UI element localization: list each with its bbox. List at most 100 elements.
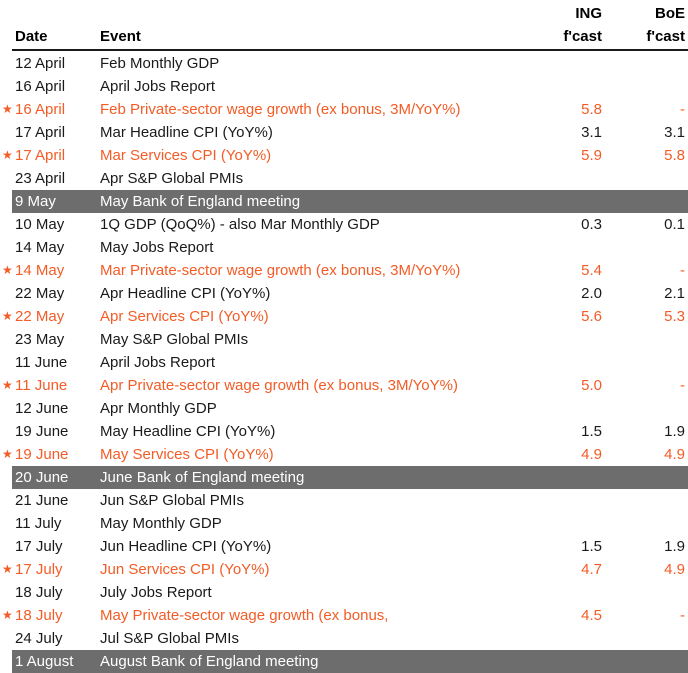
header-divider	[12, 49, 688, 51]
table-row: 12 June Apr Monthly GDP	[0, 397, 688, 420]
boe-forecast-cell: 1.9	[664, 538, 685, 555]
event-cell: Jul S&P Global PMIs	[100, 630, 239, 647]
meeting-row: 20 June June Bank of England meeting	[0, 466, 688, 489]
date-cell: 17 July	[15, 538, 63, 555]
date-cell: 22 May	[15, 308, 65, 325]
star-icon: ★	[2, 102, 13, 116]
table-row: ★ 14 May Mar Private-sector wage growth (e…	[0, 259, 688, 282]
ing-forecast-cell: 5.0	[581, 377, 602, 394]
date-cell: 14 May	[15, 239, 65, 256]
date-cell: 11 June	[15, 354, 68, 371]
table-row: ★ 22 May Apr Services CPI (YoY%) 5.6 5.3	[0, 305, 688, 328]
boe-forecast-cell: 4.9	[664, 561, 685, 578]
ing-forecast-cell: 2.0	[581, 285, 602, 302]
boe-column-header-bottom: f'cast	[646, 28, 685, 45]
date-cell: 9 May	[15, 193, 56, 210]
ing-column-header-top: ING	[575, 5, 602, 22]
boe-forecast-cell: 5.3	[664, 308, 685, 325]
boe-column-header-top: BoE	[655, 5, 685, 22]
star-icon: ★	[2, 562, 13, 576]
date-cell: 17 April	[15, 124, 66, 141]
table-row: 18 July July Jobs Report	[0, 581, 688, 604]
event-cell: Feb Private-sector wage growth (ex bonus…	[100, 101, 461, 118]
event-cell: Apr Monthly GDP	[100, 400, 217, 417]
star-icon: ★	[2, 608, 13, 622]
date-column-header: Date	[15, 28, 48, 45]
table-row: 17 July Jun Headline CPI (YoY%) 1.5 1.9	[0, 535, 688, 558]
table-row: 21 June Jun S&P Global PMIs	[0, 489, 688, 512]
ing-forecast-cell: 5.9	[581, 147, 602, 164]
table-row: 23 April Apr S&P Global PMIs	[0, 167, 688, 190]
event-cell: May S&P Global PMIs	[100, 331, 249, 348]
boe-forecast-cell: -	[680, 377, 685, 394]
boe-forecast-cell: 3.1	[664, 124, 685, 141]
ing-forecast-cell: 4.7	[581, 561, 602, 578]
table-row: 23 May May S&P Global PMIs	[0, 328, 688, 351]
event-cell: August Bank of England meeting	[100, 653, 319, 670]
table-body: 12 April Feb Monthly GDP 16 April April Job…	[0, 52, 688, 673]
table-row: 17 April Mar Headline CPI (YoY%) 3.1 3.1	[0, 121, 688, 144]
date-cell: 12 June	[15, 400, 69, 417]
event-cell: July Jobs Report	[100, 584, 212, 601]
meeting-row: 9 May May Bank of England meeting	[0, 190, 688, 213]
table-row: ★ 11 June Apr Private-sector wage growth (…	[0, 374, 688, 397]
date-cell: 1 August	[15, 653, 74, 670]
date-cell: 19 June	[15, 423, 69, 440]
date-cell: 19 June	[15, 446, 69, 463]
date-cell: 21 June	[15, 492, 69, 509]
ing-forecast-cell: 0.3	[581, 216, 602, 233]
event-cell: May Private-sector wage growth (ex bonus…	[100, 607, 389, 624]
event-cell: Jun Services CPI (YoY%)	[100, 561, 270, 578]
date-cell: 16 April	[15, 101, 66, 118]
table-row: 12 April Feb Monthly GDP	[0, 52, 688, 75]
table-row: 24 July Jul S&P Global PMIs	[0, 627, 688, 650]
event-cell: May Headline CPI (YoY%)	[100, 423, 276, 440]
star-icon: ★	[2, 378, 13, 392]
date-cell: 17 April	[15, 147, 66, 164]
event-cell: May Jobs Report	[100, 239, 214, 256]
date-cell: 22 May	[15, 285, 65, 302]
date-cell: 23 April	[15, 170, 66, 187]
table-header-row-bottom: Date Event f'cast f'cast	[0, 25, 688, 48]
star-icon: ★	[2, 447, 13, 461]
event-cell: 1Q GDP (QoQ%) - also Mar Monthly GDP	[100, 216, 380, 233]
table-row: 11 June April Jobs Report	[0, 351, 688, 374]
table-row: 22 May Apr Headline CPI (YoY%) 2.0 2.1	[0, 282, 688, 305]
event-cell: Apr Headline CPI (YoY%)	[100, 285, 271, 302]
table-row: 16 April April Jobs Report	[0, 75, 688, 98]
date-cell: 10 May	[15, 216, 65, 233]
event-cell: April Jobs Report	[100, 78, 216, 95]
table-row: 10 May 1Q GDP (QoQ%) - also Mar Monthly G…	[0, 213, 688, 236]
date-cell: 17 July	[15, 561, 63, 578]
ing-forecast-cell: 1.5	[581, 423, 602, 440]
table-row: ★ 19 June May Services CPI (YoY%) 4.9 4.9	[0, 443, 688, 466]
event-cell: Mar Private-sector wage growth (ex bonus…	[100, 262, 461, 279]
ing-column-header-bottom: f'cast	[563, 28, 602, 45]
boe-forecast-cell: 2.1	[664, 285, 685, 302]
table-row: ★ 16 April Feb Private-sector wage growth …	[0, 98, 688, 121]
star-icon: ★	[2, 148, 13, 162]
star-icon: ★	[2, 263, 13, 277]
event-cell: Apr S&P Global PMIs	[100, 170, 244, 187]
boe-forecast-cell: -	[680, 262, 685, 279]
date-cell: 12 April	[15, 55, 66, 72]
boe-forecast-cell: 5.8	[664, 147, 685, 164]
date-cell: 16 April	[15, 78, 66, 95]
table-row: 14 May May Jobs Report	[0, 236, 688, 259]
date-cell: 11 July	[15, 515, 62, 532]
table-row: ★ 17 July Jun Services CPI (YoY%) 4.7 4.9	[0, 558, 688, 581]
date-cell: 24 July	[15, 630, 63, 647]
boe-forecast-cell: -	[680, 607, 685, 624]
date-cell: 18 July	[15, 607, 63, 624]
date-cell: 18 July	[15, 584, 63, 601]
event-cell: Apr Services CPI (YoY%)	[100, 308, 269, 325]
boe-forecast-cell: -	[680, 101, 685, 118]
ing-forecast-cell: 4.9	[581, 446, 602, 463]
event-cell: May Services CPI (YoY%)	[100, 446, 274, 463]
table-header-row-top: ING BoE	[0, 2, 688, 25]
table-row: 11 July May Monthly GDP	[0, 512, 688, 535]
table-row: ★ 17 April Mar Services CPI (YoY%) 5.9 5.8	[0, 144, 688, 167]
event-cell: May Bank of England meeting	[100, 193, 301, 210]
event-cell: Feb Monthly GDP	[100, 55, 220, 72]
